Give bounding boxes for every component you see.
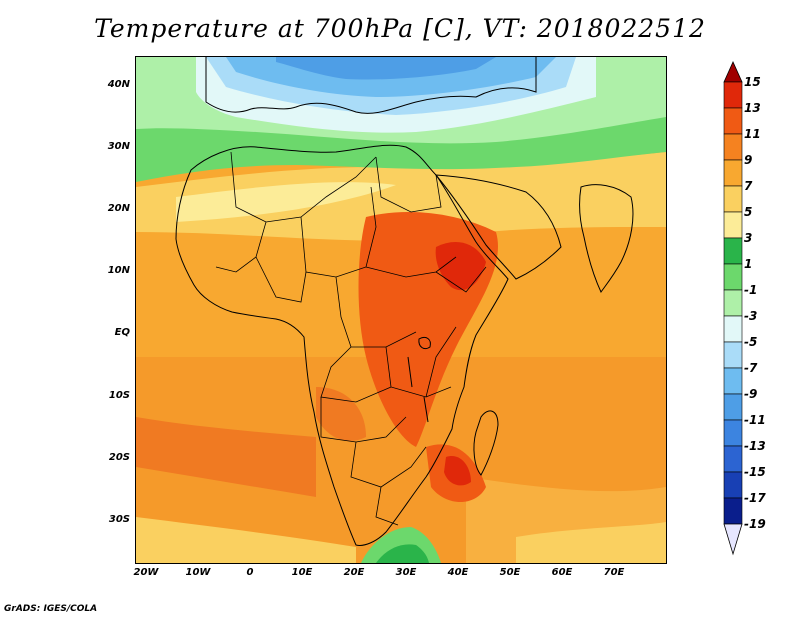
colorbar-top-arrow [723,61,743,83]
colorbar-segment [723,289,743,317]
colorbar-segment [723,445,743,473]
colorbar-segment [723,81,743,109]
colorbar-label: -15 [744,465,766,479]
colorbar-segment [723,367,743,395]
lon-label-30e: 30E [395,567,417,578]
colorbar-label: -9 [744,387,758,401]
colorbar-segment [723,341,743,369]
colorbar-label: -1 [744,283,758,297]
lat-label-30n: 30N [107,141,130,152]
lat-label-30s: 30S [108,514,130,525]
colorbar-segment [723,159,743,187]
lat-label-eq: EQ [114,327,130,338]
lat-label-10n: 10N [107,265,130,276]
temperature-map [135,56,667,564]
colorbar-label: -7 [744,361,758,375]
lon-label-40e: 40E [447,567,469,578]
colorbar [723,61,743,556]
colorbar-label: -17 [744,491,766,505]
colorbar-segment [723,107,743,135]
colorbar-label: 13 [744,101,761,115]
colorbar-segment [723,211,743,239]
colorbar-segment [723,263,743,291]
lon-label-20e: 20E [343,567,365,578]
colorbar-label: 5 [744,205,753,219]
colorbar-segment [723,185,743,213]
colorbar-label: 3 [744,231,753,245]
lon-label-60e: 60E [551,567,573,578]
lat-label-40n: 40N [107,79,130,90]
lon-label-0: 0 [246,567,254,578]
map-title: Temperature at 700hPa [C], VT: 201802251… [94,14,706,43]
lon-label-10w: 10W [185,567,211,578]
colorbar-label: 9 [744,153,753,167]
colorbar-segment [723,419,743,447]
colorbar-label: 11 [744,127,761,141]
colorbar-label: 7 [744,179,753,193]
colorbar-label: -11 [744,413,766,427]
lon-label-10e: 10E [291,567,313,578]
colorbar-label: -5 [744,335,758,349]
lat-label-20n: 20N [107,203,130,214]
lon-label-20w: 20W [133,567,159,578]
colorbar-label: -13 [744,439,766,453]
lat-label-10s: 10S [108,390,130,401]
lat-label-20s: 20S [108,452,130,463]
colorbar-label: -19 [744,517,766,531]
colorbar-label: 1 [744,257,753,271]
colorbar-segment [723,497,743,525]
colorbar-segment [723,237,743,265]
credit-text: GrADS: IGES/COLA [4,604,98,614]
colorbar-bottom-arrow [723,523,743,556]
colorbar-segment [723,315,743,343]
lon-label-70e: 70E [603,567,625,578]
colorbar-segment [723,393,743,421]
colorbar-label: -3 [744,309,758,323]
lon-label-50e: 50E [499,567,521,578]
colorbar-label: 15 [744,75,761,89]
colorbar-segment [723,133,743,161]
colorbar-segment [723,471,743,499]
